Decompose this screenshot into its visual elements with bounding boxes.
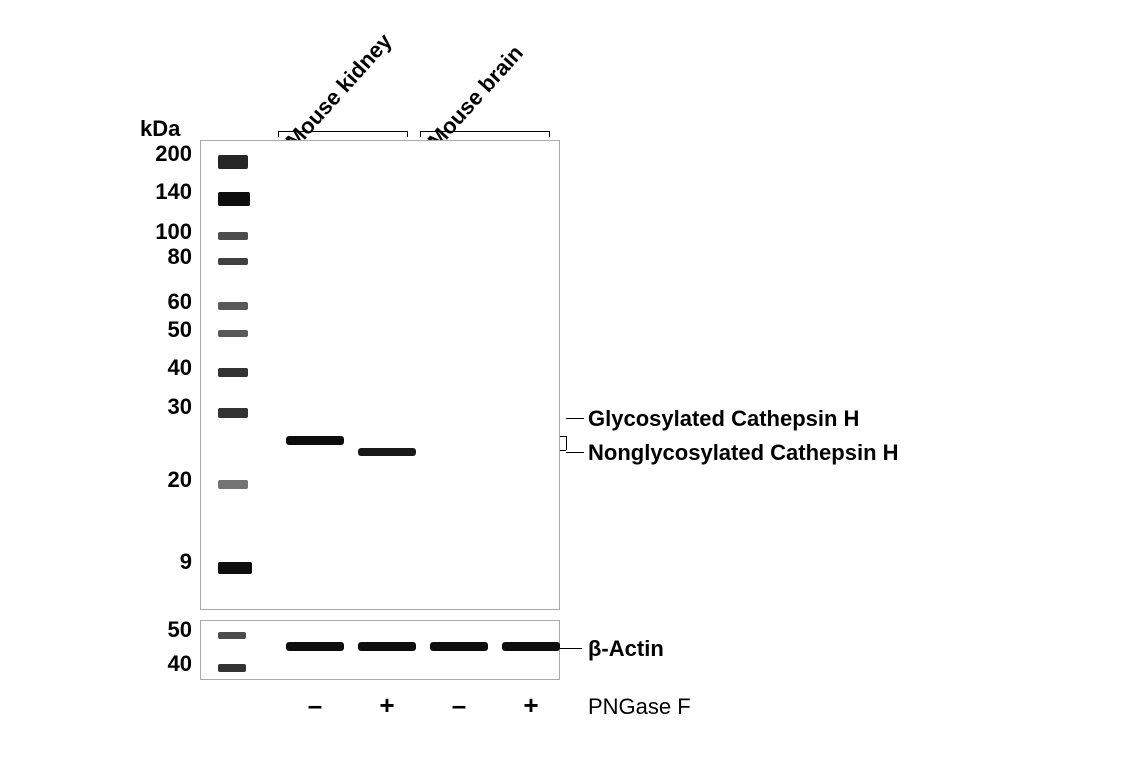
mw-tick-label: 50 [132,317,192,343]
mw-tick-label: 9 [132,549,192,575]
mw-tick-label: 60 [132,289,192,315]
mw-tick-label: 100 [132,219,192,245]
blot-band [358,448,416,456]
ladder-band [218,330,248,337]
mw-tick-label: 140 [132,179,192,205]
band-label-connector [566,418,584,419]
mw-tick-label: 50 [132,617,192,643]
blot-main [200,140,560,610]
sample-group-bracket [420,131,550,137]
ladder-band [218,368,248,377]
ladder-band [218,408,248,418]
ladder-band [218,632,246,639]
actin-label-text: β-Actin [588,636,664,662]
mw-tick-label: 200 [132,141,192,167]
band-label-tick [560,450,566,451]
blot-band [286,642,344,651]
blot-band [430,642,488,651]
band-label-tick [560,436,566,437]
ladder-band [218,562,252,574]
ladder-band [218,480,248,489]
mw-tick-label: 20 [132,467,192,493]
band-label-bracket [566,436,567,450]
treatment-symbol: – [300,690,330,721]
treatment-symbol: + [516,690,546,721]
ladder-band [218,302,248,310]
blot-band [358,642,416,651]
treatment-symbol: – [444,690,474,721]
ladder-band [218,258,248,265]
band-label-text: Glycosylated Cathepsin H [588,406,859,432]
ladder-band [218,232,248,240]
blot-band [286,436,344,445]
blot-band [502,642,560,651]
actin-label-connector [560,648,582,649]
kda-title: kDa [140,116,180,142]
band-label-text: Nonglycosylated Cathepsin H [588,440,899,466]
ladder-band [218,664,246,672]
mw-tick-label: 80 [132,244,192,270]
mw-tick-label: 40 [132,355,192,381]
mw-tick-label: 30 [132,394,192,420]
band-label-connector [566,452,584,453]
ladder-band [218,155,248,169]
ladder-band [218,192,250,206]
sample-group-bracket [278,131,408,137]
treatment-symbol: + [372,690,402,721]
treatment-label: PNGase F [588,694,691,720]
mw-tick-label: 40 [132,651,192,677]
western-blot-figure: kDa Mouse kidneyMouse brain 200140100806… [0,0,1141,768]
